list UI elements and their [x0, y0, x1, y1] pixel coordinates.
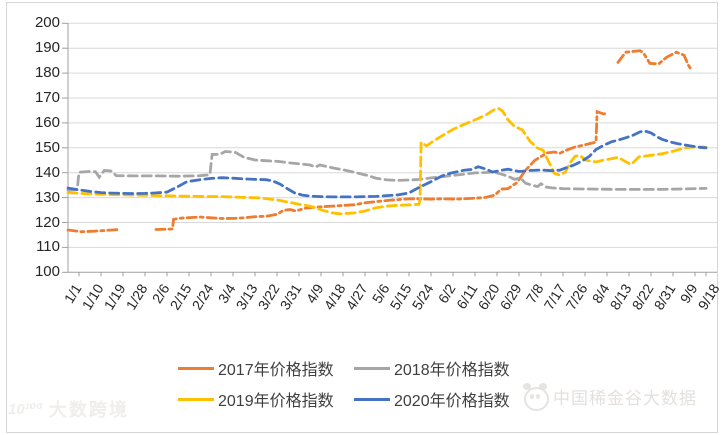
watermark-bottom-left-text: 大数跨境 [48, 400, 129, 420]
series-line [66, 228, 122, 234]
legend-line-swatch [178, 366, 214, 370]
y-tick-label: 160 [34, 113, 60, 131]
y-tick-label: 190 [34, 39, 60, 57]
legend-item[interactable]: 2017年价格指数 [178, 357, 354, 379]
y-tick-label: 120 [34, 213, 60, 231]
legend-item[interactable]: 2020年价格指数 [354, 388, 530, 410]
watermark-bottom-left: 10¹⁰⁰ 大数跨境 [8, 396, 129, 422]
y-tick-label: 150 [34, 138, 60, 156]
watermark-bottom-right: 中国稀金谷大数据 [521, 383, 697, 411]
series-line [66, 129, 708, 199]
legend-label: 2020年价格指数 [394, 393, 510, 410]
legend-label: 2018年价格指数 [394, 362, 510, 379]
y-tick-label: 110 [36, 238, 60, 256]
y-tick-label: 180 [34, 64, 60, 82]
legend-item[interactable]: 2019年价格指数 [178, 388, 354, 410]
panda-logo-icon [521, 383, 549, 411]
y-tick-label: 100 [34, 263, 60, 281]
legend-item[interactable]: 2018年价格指数 [354, 357, 530, 379]
legend-label: 2017年价格指数 [218, 362, 334, 379]
series-line [66, 150, 708, 192]
legend-line-swatch [354, 397, 390, 401]
series-line [154, 109, 610, 231]
y-tick-label: 140 [34, 163, 60, 181]
series-line [66, 106, 708, 216]
chart-plot-area: 200 190 180 170 160 150 140 130 120 110 100 1/1 1/1… [34, 14, 723, 313]
legend-line-swatch [354, 366, 390, 370]
watermark-bottom-right-text: 中国稀金谷大数据 [553, 388, 697, 408]
image-border [6, 2, 718, 433]
y-tick-label: 200 [34, 14, 60, 32]
legend-line-swatch [178, 397, 214, 401]
y-tick-label: 170 [34, 89, 60, 106]
chart-canvas [62, 22, 717, 277]
y-tick-label: 130 [34, 188, 60, 206]
bigdata-crossborder-logo-icon: 10¹⁰⁰ [8, 401, 43, 418]
chart-legend: 2017年价格指数 2018年价格指数 2019年价格指数 2020年价格指数 [178, 357, 530, 410]
legend-label: 2019年价格指数 [218, 393, 334, 410]
series-line [616, 49, 694, 72]
